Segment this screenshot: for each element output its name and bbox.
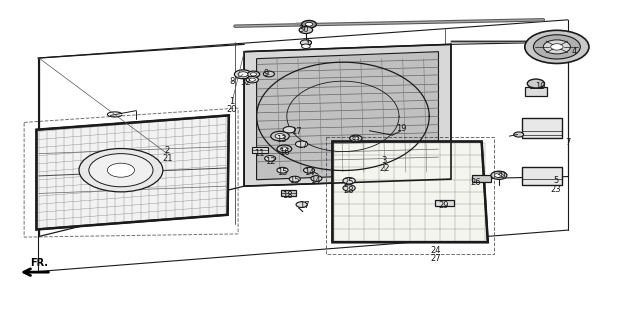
Text: 26: 26	[470, 179, 481, 188]
Circle shape	[343, 185, 355, 191]
Text: 14: 14	[304, 168, 314, 177]
Polygon shape	[256, 52, 439, 180]
Circle shape	[250, 73, 256, 76]
Text: 12: 12	[266, 157, 276, 166]
Circle shape	[302, 44, 310, 49]
Text: 6: 6	[307, 38, 311, 47]
Bar	[522, 118, 562, 138]
Circle shape	[533, 35, 580, 59]
Text: 19: 19	[396, 124, 407, 133]
Circle shape	[79, 148, 163, 192]
Bar	[281, 190, 296, 196]
Circle shape	[295, 141, 308, 147]
Circle shape	[299, 27, 313, 34]
Text: 5: 5	[553, 176, 558, 185]
Circle shape	[234, 70, 252, 79]
Circle shape	[247, 71, 260, 77]
Circle shape	[108, 163, 135, 177]
Text: 4: 4	[572, 47, 577, 56]
Circle shape	[353, 137, 359, 140]
Text: 18: 18	[282, 190, 293, 200]
Circle shape	[271, 131, 289, 141]
Circle shape	[289, 176, 300, 182]
Polygon shape	[332, 141, 488, 242]
Circle shape	[525, 30, 589, 63]
Polygon shape	[244, 44, 451, 186]
Circle shape	[277, 167, 288, 173]
Circle shape	[527, 79, 544, 88]
Circle shape	[302, 20, 316, 28]
Circle shape	[491, 171, 507, 180]
Circle shape	[494, 173, 503, 178]
Text: 8: 8	[229, 77, 235, 86]
Circle shape	[89, 154, 153, 187]
Text: 15: 15	[289, 176, 300, 185]
Circle shape	[300, 40, 311, 46]
Text: 17: 17	[298, 201, 310, 210]
Polygon shape	[36, 116, 229, 229]
Circle shape	[551, 44, 563, 50]
Bar	[252, 147, 268, 153]
Text: 15: 15	[277, 168, 287, 177]
Circle shape	[543, 40, 570, 54]
Circle shape	[514, 132, 523, 137]
Text: 30: 30	[298, 25, 310, 34]
Text: 31: 31	[350, 136, 361, 145]
Circle shape	[305, 22, 313, 26]
Text: 1: 1	[229, 97, 235, 106]
Text: 10: 10	[535, 82, 546, 91]
Text: 14: 14	[310, 176, 320, 185]
Text: 27: 27	[430, 254, 441, 263]
Text: 21: 21	[162, 154, 172, 163]
Text: 11: 11	[255, 149, 265, 158]
Text: 13: 13	[276, 135, 287, 144]
Circle shape	[277, 145, 292, 153]
Text: 32: 32	[241, 78, 252, 87]
Circle shape	[246, 76, 258, 83]
Circle shape	[238, 72, 248, 77]
Circle shape	[283, 126, 295, 133]
Text: 7: 7	[565, 138, 570, 147]
Text: 20: 20	[227, 105, 237, 114]
Circle shape	[275, 133, 285, 139]
Circle shape	[281, 147, 288, 151]
Circle shape	[343, 178, 355, 184]
Text: FR.: FR.	[30, 258, 48, 268]
Circle shape	[249, 78, 255, 81]
Circle shape	[265, 156, 276, 161]
Bar	[436, 200, 454, 206]
Text: 24: 24	[430, 246, 441, 255]
Circle shape	[296, 202, 307, 207]
Circle shape	[350, 135, 362, 141]
Text: 17: 17	[297, 141, 308, 150]
Text: 2: 2	[164, 146, 170, 155]
Text: 28: 28	[344, 186, 354, 195]
Text: 25: 25	[344, 178, 354, 187]
Text: 16: 16	[279, 148, 290, 156]
Text: 23: 23	[551, 185, 561, 194]
Circle shape	[303, 167, 315, 173]
Text: 22: 22	[379, 164, 389, 173]
Bar	[472, 175, 491, 182]
Bar	[525, 87, 547, 96]
Bar	[522, 167, 562, 186]
Text: 17: 17	[291, 127, 302, 136]
Text: 29: 29	[438, 201, 449, 210]
Circle shape	[263, 71, 274, 77]
Text: 3: 3	[381, 156, 387, 165]
Text: 30: 30	[495, 172, 506, 180]
Circle shape	[311, 176, 322, 181]
Text: 9: 9	[263, 69, 268, 78]
